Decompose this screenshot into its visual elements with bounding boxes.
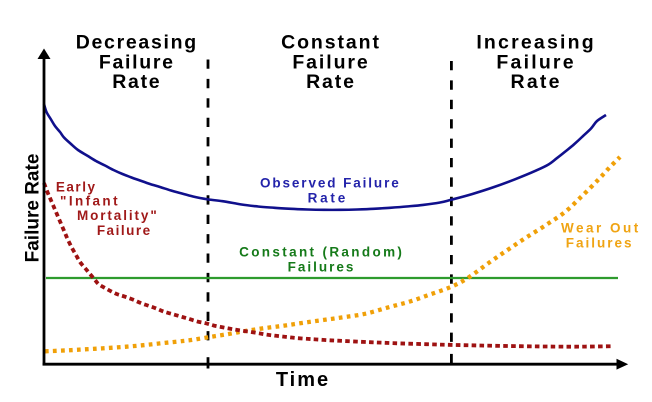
svg-text:Failures: Failures: [288, 259, 356, 274]
svg-text:Early: Early: [56, 180, 97, 195]
svg-text:Constant (Random): Constant (Random): [239, 245, 404, 260]
svg-text:"Infant: "Infant: [60, 194, 120, 209]
svg-text:Failure: Failure: [292, 52, 369, 74]
svg-text:Failure: Failure: [97, 223, 152, 238]
svg-text:Decreasing: Decreasing: [76, 32, 198, 54]
svg-text:Rate: Rate: [112, 71, 161, 93]
svg-text:Mortality": Mortality": [77, 208, 159, 223]
svg-text:Increasing: Increasing: [476, 32, 596, 54]
svg-text:Rate: Rate: [308, 191, 348, 206]
svg-text:Observed Failure: Observed Failure: [260, 176, 401, 191]
svg-text:Wear Out: Wear Out: [561, 221, 641, 236]
svg-text:Constant: Constant: [281, 32, 381, 54]
svg-text:Time: Time: [276, 369, 330, 391]
svg-text:Failures: Failures: [566, 235, 634, 250]
svg-text:Rate: Rate: [511, 71, 562, 93]
svg-text:Failure Rate: Failure Rate: [23, 154, 44, 263]
svg-text:Failure: Failure: [99, 52, 175, 74]
svg-text:Failure: Failure: [496, 52, 575, 74]
svg-text:Rate: Rate: [306, 71, 356, 93]
